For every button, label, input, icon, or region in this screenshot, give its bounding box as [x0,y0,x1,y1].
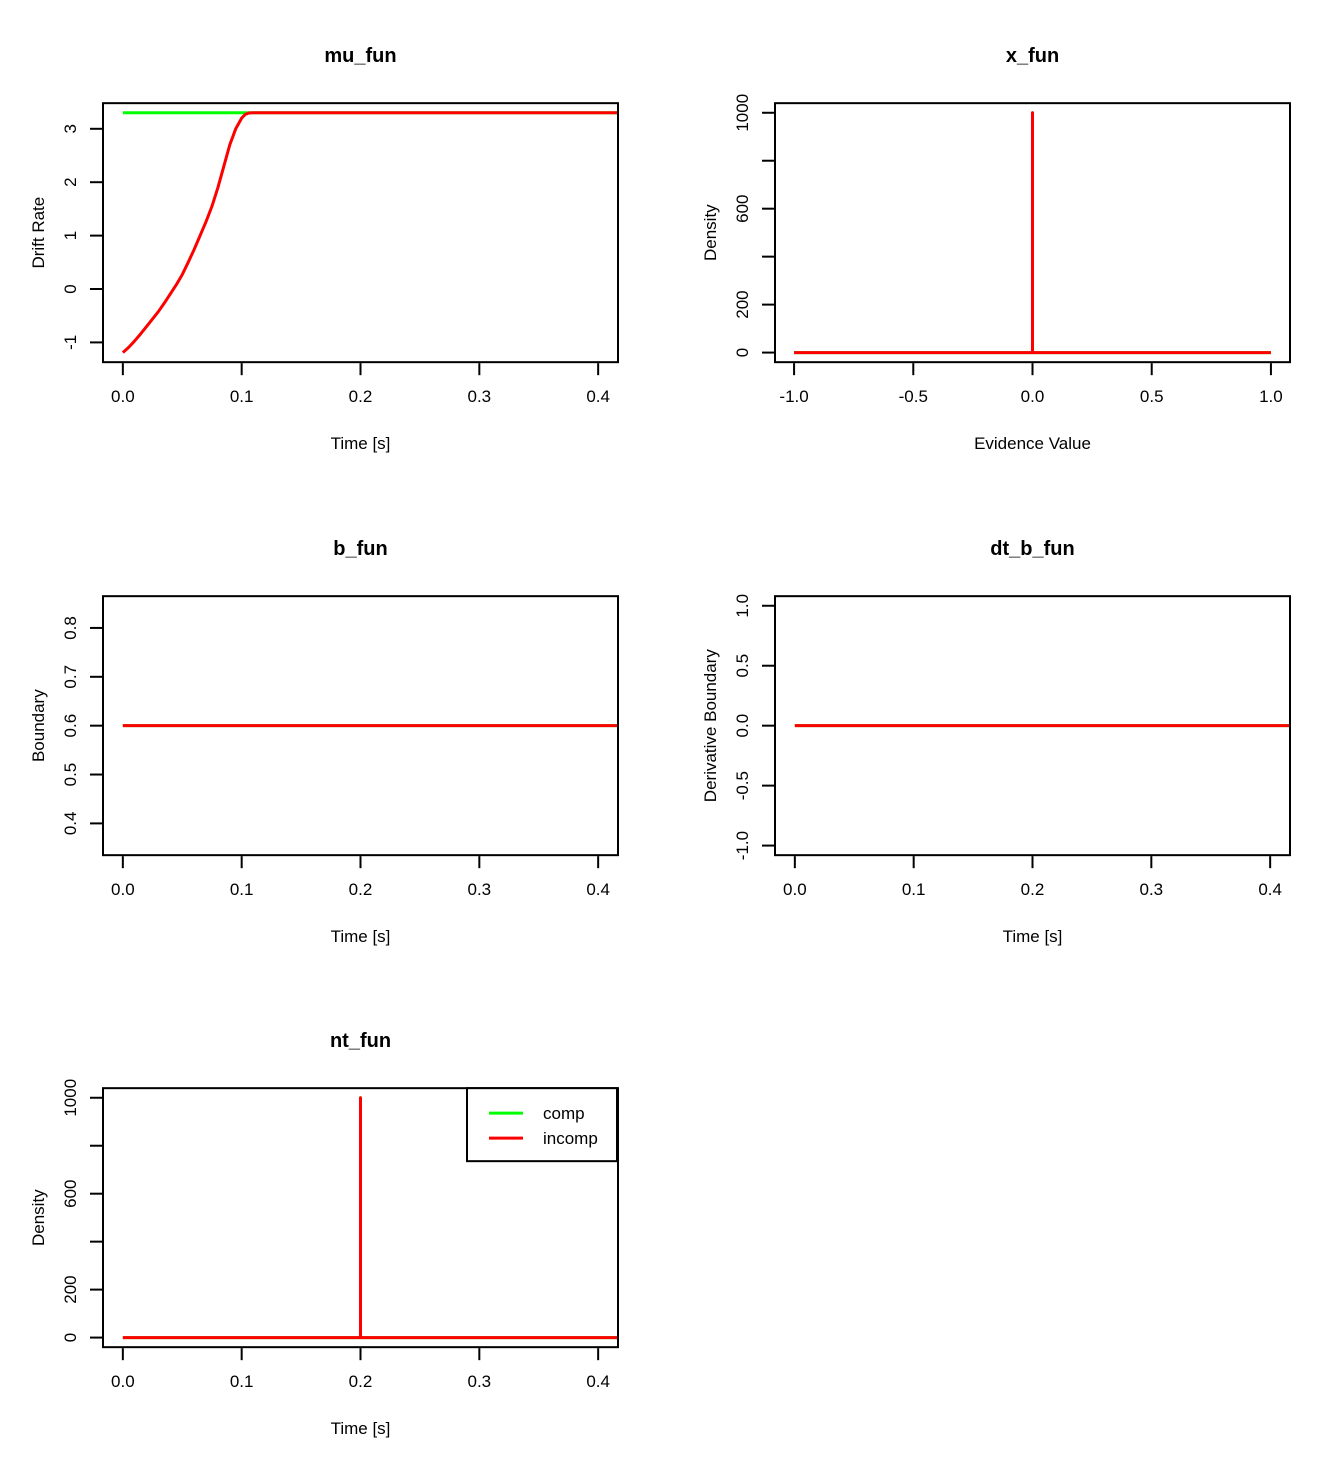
x-tick-label: 0.4 [586,880,610,899]
x-tick-label: 0.3 [1140,880,1164,899]
x_fun-series-incomp [794,111,1271,355]
nt_fun-plot-border [102,1087,619,1349]
panel-b_fun: 0.0 0.1 0.2 0.3 0.4 0.4 0.5 0.6 0.7 0.8 b_fun Time … [29,538,619,946]
y-tick-label: 1.0 [733,594,752,618]
nt_fun-legend: comp incomp [466,1087,618,1163]
x-tick-label: 0.0 [111,1372,135,1391]
y-tick-label: 0 [61,1333,80,1342]
mu_fun-series-incomp [121,111,618,354]
x-tick-label: 0.1 [902,880,926,899]
x-tick-label: 0.1 [230,387,254,406]
x-tick-label: 0.2 [349,387,373,406]
x-tick-label: 0.2 [1021,880,1045,899]
panel-nt_fun: 0.0 0.1 0.2 0.3 0.4 0 200 600 1000 nt_fun Time [s]… [29,1030,619,1438]
panel-dt_b_fun: 0.0 0.1 0.2 0.3 0.4 -1.0 -0.5 0.0 0.5 1.0 dt_b_fun… [701,538,1291,946]
y-tick-label: 0.4 [61,811,80,835]
x_fun-xlabel: Evidence Value [974,434,1091,453]
y-tick-label: 1000 [733,94,752,132]
x-tick-label: 0.3 [468,1372,492,1391]
dt_b_fun-xlabel: Time [s] [1003,927,1063,946]
x_fun-ylabel: Density [701,204,720,261]
panel-x_fun: -1.0 -0.5 0.0 0.5 1.0 0 200 600 1000 x_fun Evidenc… [701,45,1291,453]
x-tick-label: 0.0 [111,880,135,899]
x-tick-label: 0.3 [468,387,492,406]
x-tick-label: 0.1 [230,1372,254,1391]
mu_fun-series-group [121,111,618,354]
y-tick-label: 0.5 [733,654,752,678]
legend-box [466,1087,618,1163]
y-tick-label: 1 [61,231,80,240]
x-tick-label: 0.0 [1021,387,1045,406]
x-tick-label: 0.0 [111,387,135,406]
x-tick-label: 0.1 [230,880,254,899]
y-tick-label: 0.5 [61,762,80,786]
b_fun-xlabel: Time [s] [331,927,391,946]
x-tick-label: -0.5 [899,387,928,406]
y-tick-label: 0 [733,348,752,357]
y-tick-label: -0.5 [733,771,752,800]
mu_fun-title: mu_fun [324,45,396,67]
nt_fun-title: nt_fun [330,1030,391,1052]
panel-mu_fun: 0.0 0.1 0.2 0.3 0.4 -1 0 1 2 3 mu_fun Time [s] Drift… [29,45,619,453]
b_fun-ylabel: Boundary [29,688,48,761]
y-tick-label: 0.0 [733,714,752,738]
x_fun-series-group [794,111,1271,355]
nt_fun-series-group [122,1096,618,1340]
mu_fun-plot-border [102,102,619,364]
x-tick-label: 0.3 [468,880,492,899]
y-tick-label: 200 [61,1276,80,1304]
dt_b_fun-ylabel: Derivative Boundary [701,648,720,802]
b_fun-plot-border [102,594,619,856]
y-tick-label: 200 [733,290,752,318]
x_fun-title: x_fun [1006,45,1059,67]
x-tick-label: 0.2 [349,880,373,899]
y-tick-label: 1000 [61,1079,80,1117]
x-tick-label: 0.2 [349,1372,373,1391]
x-tick-label: -1.0 [779,387,808,406]
x_fun-plot-border [774,102,1291,364]
y-tick-label: 0.8 [61,616,80,640]
y-tick-label: -1 [61,335,80,350]
b_fun-title: b_fun [333,538,387,560]
x-tick-label: 0.0 [783,880,807,899]
mu_fun-xlabel: Time [s] [331,434,391,453]
legend-label-comp: comp [543,1104,585,1123]
y-tick-label: 0 [61,284,80,293]
x-tick-label: 0.4 [1258,880,1282,899]
dt_b_fun-title: dt_b_fun [990,538,1074,560]
x-tick-label: 1.0 [1259,387,1283,406]
nt_fun-series-incomp [122,1096,618,1340]
y-tick-label: 600 [61,1180,80,1208]
nt_fun-ylabel: Density [29,1189,48,1246]
y-tick-label: 600 [733,194,752,222]
nt_fun-xlabel: Time [s] [331,1419,391,1438]
y-tick-label: 2 [61,177,80,186]
dt_b_fun-plot-border [774,594,1291,856]
y-tick-label: -1.0 [733,831,752,860]
y-tick-label: 0.6 [61,714,80,738]
x-tick-label: 0.4 [586,1372,610,1391]
y-tick-label: 0.7 [61,665,80,689]
legend-label-incomp: incomp [543,1129,598,1148]
x-tick-label: 0.4 [586,387,610,406]
y-tick-label: 3 [61,124,80,133]
mu_fun-ylabel: Drift Rate [29,197,48,269]
x-tick-label: 0.5 [1140,387,1164,406]
